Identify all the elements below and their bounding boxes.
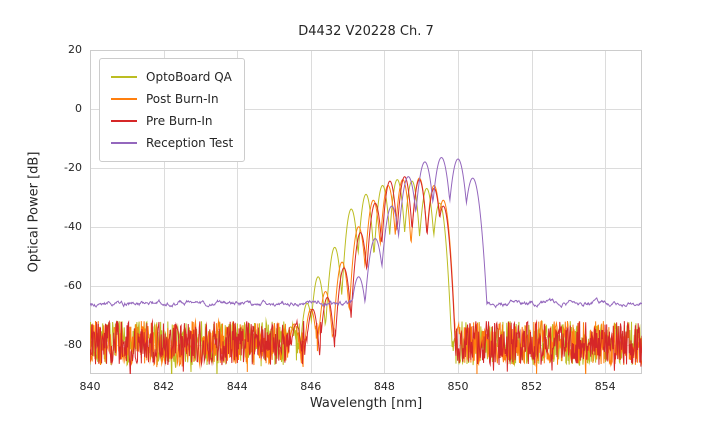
legend-line-swatch bbox=[111, 142, 137, 144]
y-tick-label: -20 bbox=[64, 160, 82, 174]
y-tick-label: 20 bbox=[68, 43, 82, 56]
x-tick-label: 846 bbox=[300, 380, 322, 393]
legend-item: OptoBoard QA bbox=[111, 66, 233, 88]
chart-title: D4432 V20228 Ch. 7 bbox=[298, 24, 434, 39]
x-tick-label: 848 bbox=[373, 380, 395, 393]
y-axis-label: Optical Power [dB] bbox=[26, 151, 42, 273]
x-tick-label: 844 bbox=[226, 380, 248, 393]
legend-line-swatch bbox=[111, 98, 137, 100]
legend-label: OptoBoard QA bbox=[146, 70, 232, 84]
legend-line-swatch bbox=[111, 76, 137, 78]
x-tick-label: 842 bbox=[153, 380, 175, 393]
y-tick-label: -40 bbox=[64, 219, 82, 233]
x-tick-label: 840 bbox=[79, 380, 101, 393]
y-tick-label: 0 bbox=[75, 101, 82, 115]
x-tick-label: 852 bbox=[521, 380, 543, 393]
x-tick-label: 850 bbox=[447, 380, 469, 393]
legend: OptoBoard QA Post Burn-In Pre Burn-In Recep… bbox=[99, 58, 246, 162]
legend-item: Post Burn-In bbox=[111, 88, 233, 110]
legend-item: Pre Burn-In bbox=[111, 110, 233, 132]
legend-label: Reception Test bbox=[146, 136, 234, 150]
y-tick-label: -60 bbox=[64, 278, 82, 292]
x-tick-label: 854 bbox=[594, 380, 616, 393]
legend-label: Post Burn-In bbox=[146, 92, 219, 106]
x-axis-label: Wavelength [nm] bbox=[309, 396, 423, 411]
legend-label: Pre Burn-In bbox=[146, 114, 213, 128]
legend-line-swatch bbox=[111, 120, 137, 122]
y-tick-label: -80 bbox=[64, 337, 82, 351]
legend-item: Reception Test bbox=[111, 132, 233, 154]
